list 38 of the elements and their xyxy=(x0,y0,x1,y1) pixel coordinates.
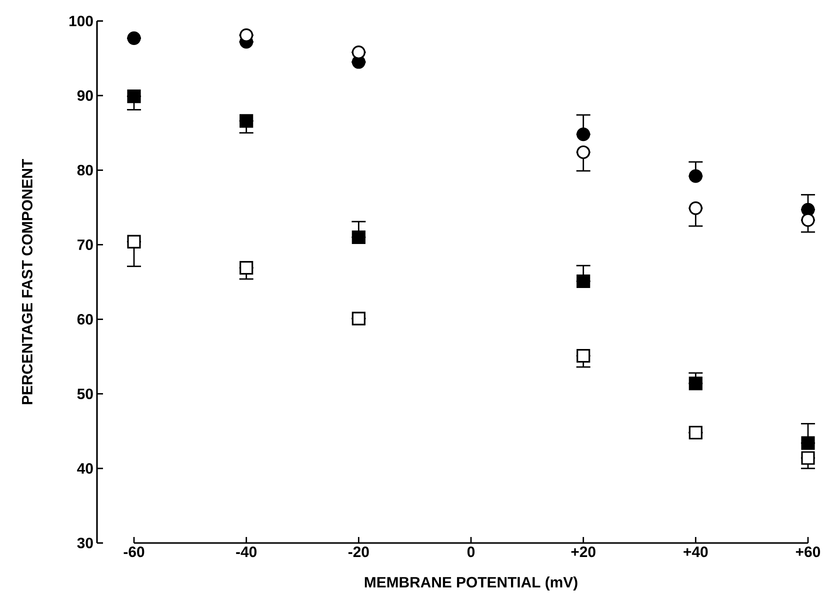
x-tick-label: 0 xyxy=(467,546,475,558)
x-tick-label: +20 xyxy=(571,546,596,558)
point xyxy=(352,312,366,326)
y-tick-label: 50 xyxy=(77,388,93,400)
y-tick-label: 70 xyxy=(78,239,93,250)
point xyxy=(688,169,702,183)
x-tick-label: +60 xyxy=(796,546,820,558)
y-tick-label: 60 xyxy=(77,314,93,325)
point xyxy=(576,145,590,160)
point xyxy=(352,230,366,244)
y-tick-label: 30 xyxy=(77,538,93,548)
point xyxy=(240,28,254,42)
point xyxy=(688,376,702,390)
y-axis-title: PERCENTAGE FAST COMPONENT xyxy=(22,159,32,404)
x-tick-label: -60 xyxy=(124,546,144,558)
y-tick-label: 40 xyxy=(77,463,93,474)
point xyxy=(240,261,254,275)
point xyxy=(240,114,254,128)
point xyxy=(352,46,366,60)
x-tick-label: -40 xyxy=(236,546,257,558)
x-tick-label: +40 xyxy=(684,546,708,558)
x-tick-label: -20 xyxy=(348,546,369,558)
point xyxy=(801,213,815,227)
point xyxy=(576,128,590,142)
x-axis-title: MEMBRANE POTENTIAL (mV) xyxy=(364,576,578,590)
y-tick-label: 100 xyxy=(69,16,93,26)
point xyxy=(688,426,702,440)
point xyxy=(576,349,590,363)
point xyxy=(801,202,815,216)
point xyxy=(801,436,815,450)
point xyxy=(576,274,590,288)
y-tick-label: 90 xyxy=(77,90,93,101)
point xyxy=(801,451,815,465)
point xyxy=(688,201,702,215)
point xyxy=(127,234,141,249)
y-tick-label: 80 xyxy=(77,164,93,176)
point xyxy=(127,31,141,45)
point xyxy=(127,90,141,104)
